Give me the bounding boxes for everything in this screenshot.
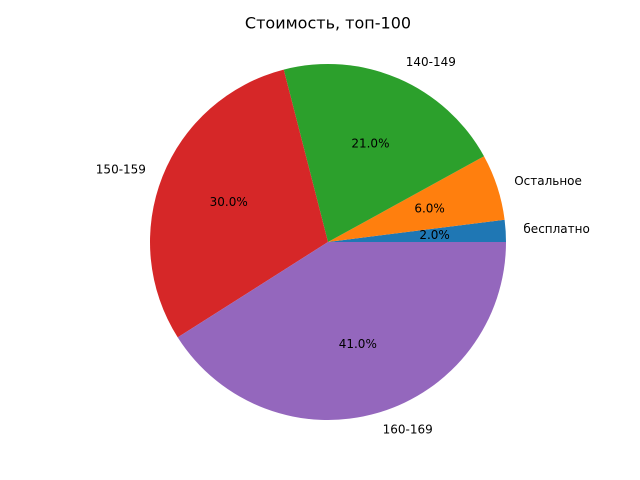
percent-label: 21.0% — [351, 136, 389, 150]
pie-slice — [149, 69, 328, 338]
pie-slice — [328, 156, 505, 242]
slice-label: 140-149 — [406, 55, 456, 69]
pie-slice — [177, 242, 506, 420]
slice-label: бесплатно — [523, 222, 589, 236]
percent-label: 41.0% — [339, 337, 377, 351]
slice-label: 150-159 — [96, 162, 146, 176]
percent-label: 30.0% — [210, 195, 248, 209]
percent-label: 6.0% — [414, 201, 445, 215]
slice-label: 160-169 — [383, 423, 433, 437]
chart-title: Стоимость, топ-100 — [245, 14, 411, 33]
percent-label: 2.0% — [419, 228, 450, 242]
slice-label: Остальное — [514, 174, 582, 188]
pie-slice — [328, 219, 506, 242]
pie-slice — [283, 64, 484, 242]
